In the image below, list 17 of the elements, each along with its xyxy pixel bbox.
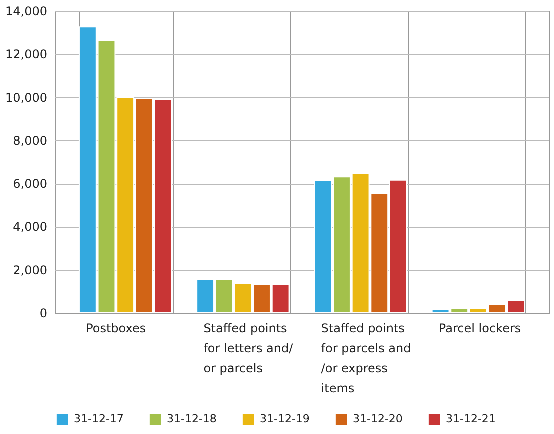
legend-label: 31-12-17 — [74, 412, 124, 426]
legend-label: 31-12-19 — [260, 412, 310, 426]
y-tick-label: 10,000 — [6, 90, 48, 105]
x-tick-label: Staffed points for parcels and /or express items — [321, 322, 412, 396]
legend-label: 31-12-21 — [446, 412, 496, 426]
y-tick-label: 12,000 — [6, 48, 48, 62]
y-tick-label: 8,000 — [13, 134, 48, 148]
y-tick-label: 6,000 — [13, 177, 48, 192]
x-tick-label: Staffed points for letters and/ or parcels — [204, 322, 294, 376]
x-tick-label: Parcel lockers — [438, 322, 522, 336]
y-tick-label: 2,000 — [13, 263, 48, 278]
x-tick-label: Postboxes — [86, 322, 146, 336]
y-tick-label: 14,000 — [6, 4, 48, 18]
y-tick-label: 0 — [40, 306, 48, 320]
y-tick-label: 4,000 — [13, 220, 48, 234]
legend-label: 31-12-20 — [353, 412, 403, 426]
legend-label: 31-12-18 — [167, 412, 217, 426]
